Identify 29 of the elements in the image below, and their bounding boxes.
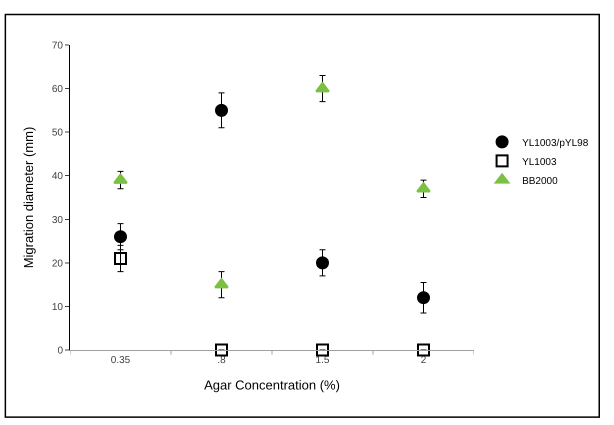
point [416, 182, 431, 193]
point [315, 82, 330, 92]
point [215, 104, 228, 117]
point [316, 344, 329, 356]
legend-label: YL1003 [522, 156, 557, 168]
legend-label: YL1003/pYL98 [522, 138, 589, 149]
x-tick-label: 0.35 [110, 355, 131, 366]
y-tick-label: 50 [52, 128, 64, 139]
point [316, 256, 329, 270]
legend-label: BB2000 [522, 176, 558, 187]
x-tick-label: .8 [217, 355, 226, 366]
point [417, 291, 430, 304]
point [114, 230, 127, 244]
x-tick-label: 1.5 [316, 355, 330, 366]
y-tick-label: 60 [52, 84, 64, 96]
point [215, 344, 228, 356]
x-axis-title: Agar Concentration (%) [204, 378, 340, 393]
y-axis-title: Migration diameter (mm) [20, 126, 36, 268]
point [214, 278, 229, 288]
y-tick-label: 30 [52, 214, 64, 226]
point [417, 344, 430, 356]
y-tick-label: 70 [52, 40, 64, 52]
point [113, 174, 128, 184]
y-tick-label: 10 [52, 302, 64, 313]
y-tick-label: 20 [52, 258, 64, 270]
y-tick-label: 40 [52, 171, 64, 182]
x-tick-label: 2 [420, 355, 427, 366]
y-tick-label: 0 [57, 346, 64, 356]
point [114, 252, 127, 265]
